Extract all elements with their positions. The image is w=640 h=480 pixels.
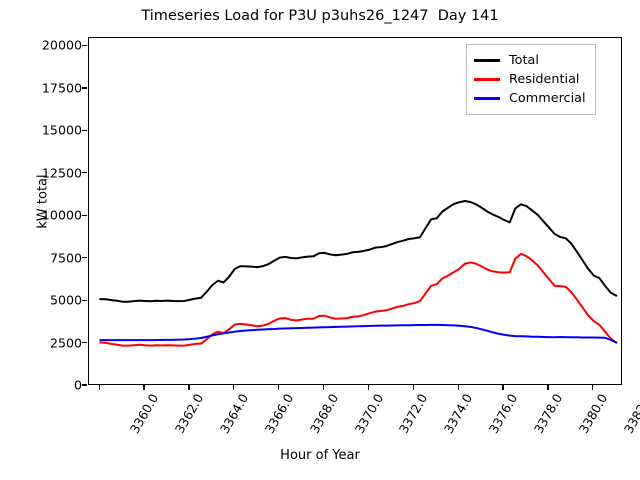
y-tick-mark <box>82 299 87 301</box>
x-tick-mark <box>143 385 145 390</box>
y-tick-mark <box>82 341 87 344</box>
legend-label: Residential <box>509 72 580 87</box>
x-tick-mark <box>502 385 504 390</box>
legend-line-swatch <box>474 78 500 81</box>
y-axis-tick-labels: 0 2500 5000 7500 10000 12500 15000 17500 20000 <box>14 37 82 393</box>
x-axis-label: Hour of Year <box>280 448 360 463</box>
y-axis-tick-marks <box>0 37 88 386</box>
legend-item-residential[interactable]: Residential <box>474 70 586 89</box>
y-tick-label: 7500 <box>49 250 82 266</box>
legend-line-swatch <box>474 97 500 100</box>
x-tick-label: 3374.0 <box>441 391 476 437</box>
x-tick-mark <box>547 385 549 390</box>
x-tick-mark <box>98 385 100 390</box>
x-tick-label: 3378.0 <box>530 391 566 437</box>
x-tick-label: 3364.0 <box>216 391 252 437</box>
x-tick-label: 3372.0 <box>396 391 431 437</box>
chart-legend: Total Residential Commercial <box>466 44 596 115</box>
x-tick-mark <box>592 385 594 390</box>
y-tick-mark <box>82 257 87 259</box>
x-tick-label: 3366.0 <box>261 391 297 437</box>
y-tick-mark <box>82 44 87 47</box>
legend-item-total[interactable]: Total <box>474 51 586 70</box>
y-tick-label: 5000 <box>49 292 82 308</box>
y-tick-label: 20000 <box>41 37 82 53</box>
legend-label: Commercial <box>509 91 586 106</box>
plot-area <box>88 37 622 385</box>
legend-item-commercial[interactable]: Commercial <box>474 89 586 108</box>
x-tick-label: 3382.0 <box>620 391 640 437</box>
legend-label: Total <box>509 53 539 68</box>
x-axis-tick-labels: 3360.0 3362.0 3364.0 3366.0 3368.0 3370.0 3372… <box>0 385 640 455</box>
x-tick-mark <box>233 385 235 390</box>
x-tick-label: 3368.0 <box>306 391 342 437</box>
y-tick-mark <box>82 214 87 216</box>
series-line-commercial <box>99 323 618 344</box>
y-tick-label: 17500 <box>41 80 82 96</box>
x-tick-label: 3380.0 <box>575 391 611 437</box>
x-tick-label: 3360.0 <box>126 391 162 437</box>
y-tick-label: 12500 <box>41 165 82 181</box>
x-tick-mark <box>412 385 414 390</box>
y-tick-mark <box>82 87 87 89</box>
series-line-total <box>99 199 618 303</box>
x-tick-mark <box>322 385 325 390</box>
series-line-residential <box>99 252 618 347</box>
y-tick-label: 10000 <box>41 207 82 223</box>
y-tick-label: 0 <box>73 377 82 393</box>
y-tick-label: 2500 <box>49 335 82 351</box>
x-tick-mark <box>278 385 280 390</box>
y-tick-label: 15000 <box>41 122 82 138</box>
x-tick-label: 3376.0 <box>485 391 521 437</box>
series-lines <box>99 199 618 347</box>
x-tick-mark <box>367 385 370 390</box>
y-tick-mark <box>82 172 87 174</box>
legend-line-swatch <box>474 59 500 62</box>
x-tick-mark <box>188 385 190 390</box>
x-tick-label: 3370.0 <box>351 391 386 437</box>
y-tick-mark <box>82 129 87 131</box>
x-tick-label: 3362.0 <box>171 391 207 437</box>
chart-title: Timeseries Load for P3U p3uhs26_1247 Day… <box>141 8 499 24</box>
y-tick-mark <box>82 384 87 386</box>
x-axis-tick-marks <box>88 385 622 391</box>
x-tick-mark <box>457 385 459 390</box>
